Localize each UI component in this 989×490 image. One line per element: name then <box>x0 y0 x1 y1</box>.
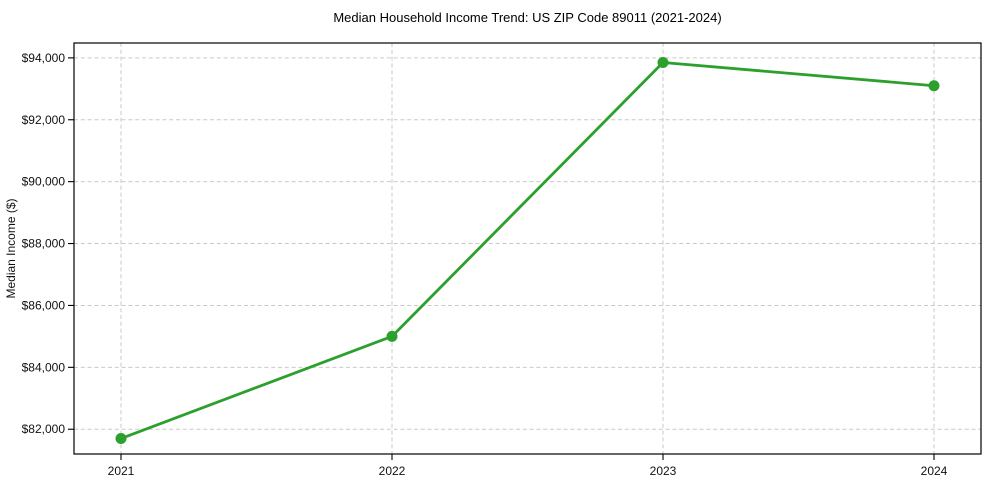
y-axis-label: Median Income ($) <box>4 198 18 298</box>
trend-line <box>119 61 936 440</box>
y-tick-label: $82,000 <box>22 422 66 436</box>
x-tick-label: 2022 <box>379 464 406 478</box>
x-tick-label: 2021 <box>108 464 135 478</box>
data-point-2023 <box>657 56 669 68</box>
chart-title: Median Household Income Trend: US ZIP Co… <box>333 10 721 25</box>
y-tick-label: $84,000 <box>22 360 66 374</box>
y-tick-label: $86,000 <box>22 298 66 312</box>
x-tick-label: 2023 <box>650 464 677 478</box>
data-point-2021 <box>115 433 127 445</box>
data-point-2024 <box>928 80 940 92</box>
y-tick-label: $94,000 <box>22 51 66 65</box>
y-tick-label: $88,000 <box>22 237 66 251</box>
x-tick-label: 2024 <box>921 464 948 478</box>
plot-border <box>73 42 982 455</box>
y-tick-label: $90,000 <box>22 175 66 189</box>
plot-area: $82,000 $84,000 $86,000 $88,000 $90,000 $92,0… <box>22 42 982 478</box>
y-tick-label: $92,000 <box>22 113 66 127</box>
data-point-2022 <box>386 330 398 342</box>
